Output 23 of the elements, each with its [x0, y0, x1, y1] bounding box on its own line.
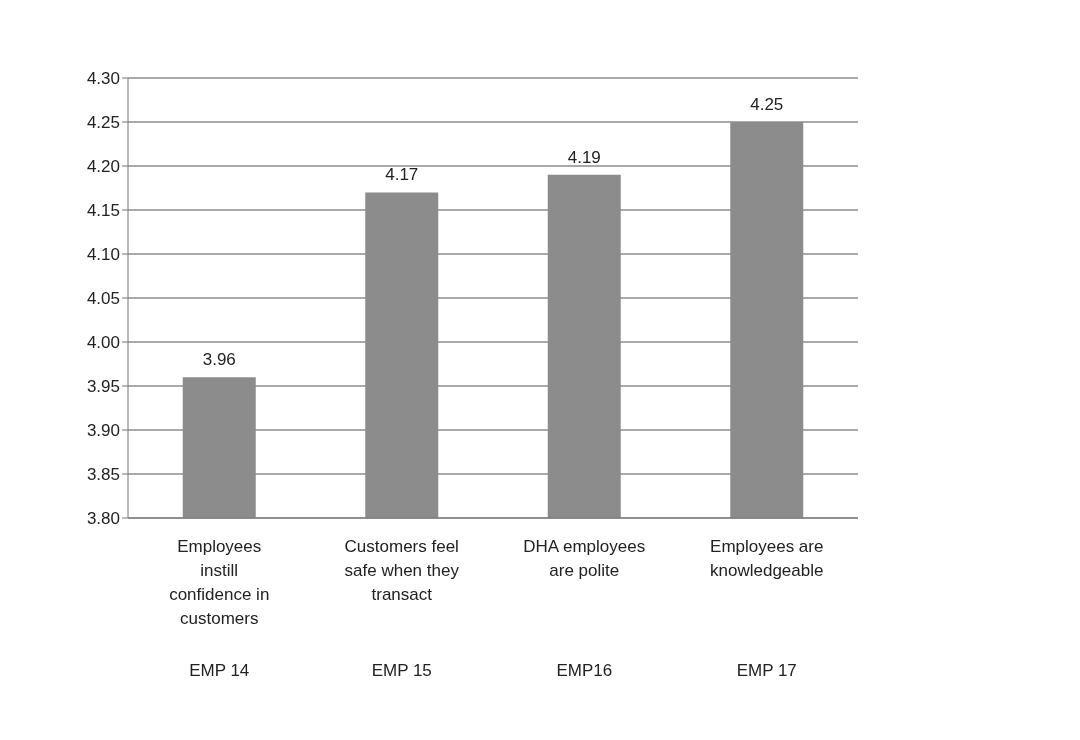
y-tick-label: 3.80	[86, 509, 120, 529]
text: EMP 14	[189, 661, 250, 680]
y-tick-label: 3.95	[86, 377, 120, 397]
text: EMP 15	[371, 661, 432, 680]
text: EMP16	[556, 661, 613, 680]
data-label: 4.19	[567, 147, 601, 167]
x-tick-label: Customers feel safe when they transact	[344, 537, 460, 604]
x-tick-label: Employees are knowledgeable	[710, 537, 824, 580]
text: EMP 17	[736, 661, 797, 680]
x-tick-label: Employees instill confidence in customers	[169, 537, 270, 628]
x-tick-label: DHA employees are polite	[523, 537, 646, 580]
y-tick-label: 4.25	[86, 113, 120, 133]
y-tick-label: 4.05	[86, 289, 120, 309]
data-label: 3.96	[202, 350, 236, 370]
y-tick-label: 3.85	[86, 465, 120, 485]
y-tick-label: 3.90	[86, 421, 120, 441]
y-tick-label: 4.30	[86, 69, 120, 89]
data-label: 4.17	[385, 165, 419, 185]
y-tick-label: 4.00	[86, 333, 120, 353]
y-tick-label: 4.15	[86, 201, 120, 221]
data-label: 4.25	[750, 95, 784, 114]
y-tick-label: 4.20	[86, 157, 120, 177]
y-tick-label: 4.10	[86, 245, 120, 265]
